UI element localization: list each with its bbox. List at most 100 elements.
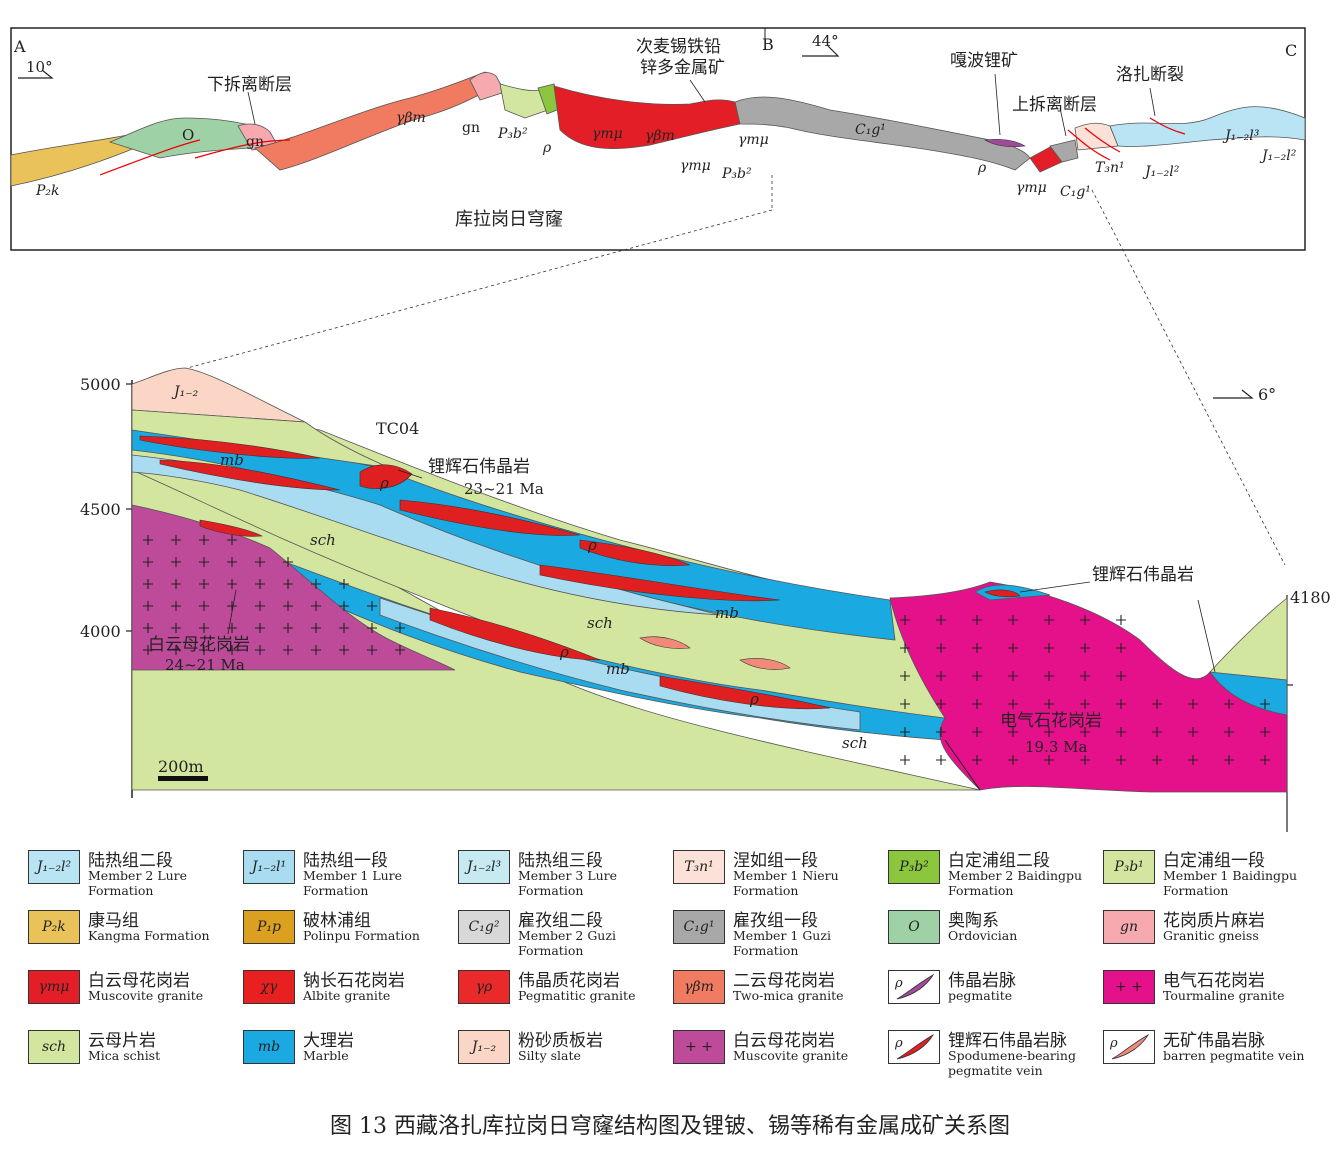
- legend-label-en: Kangma Formation: [88, 928, 210, 943]
- granite-plus-mark: [143, 623, 153, 633]
- granite-plus-mark: [395, 645, 405, 655]
- label-sch-3: sch: [842, 734, 868, 752]
- legend-item: J₁₋₂ 粉砂质板岩 Silty slate: [458, 1026, 673, 1084]
- mine-2-label: 嘎波锂矿: [950, 51, 1018, 71]
- unit-label-ymu2: γmμ: [680, 158, 711, 174]
- granite-plus-mark: [255, 623, 265, 633]
- upper-detachment-label: 上拆离断层: [1012, 95, 1097, 115]
- legend-label-cn: 雇孜组一段: [733, 911, 818, 931]
- granite-plus-mark: [283, 579, 293, 589]
- pegmatite-vein-2: [159, 459, 341, 491]
- label-spod-age-1: 23~21 Ma: [464, 480, 544, 498]
- legend-item: J₁₋₂l² 陆热组二段 Member 2 Lure Formation: [28, 846, 243, 904]
- upper-detachment-fault: [1067, 127, 1121, 161]
- legend-label-cn: 伟晶质花岗岩: [518, 971, 620, 991]
- unit-label-rho1: ρ: [542, 140, 552, 156]
- dome-name-label: 库拉岗日穹窿: [455, 209, 563, 230]
- legend-item: γρ 伟晶质花岗岩 Pegmatitic granite: [458, 966, 673, 1024]
- legend-swatch: ρ: [1103, 1030, 1155, 1064]
- legend-item: mb 大理岩 Marble: [243, 1026, 458, 1084]
- granite-plus-mark: [1116, 755, 1126, 765]
- legend-label-cn: 二云母花岗岩: [733, 971, 835, 991]
- granite-plus-mark: [171, 557, 181, 567]
- label-rho-2: ρ: [587, 536, 597, 554]
- unit-lure-top: [1109, 106, 1306, 147]
- granite-plus-mark: [199, 579, 209, 589]
- unit-label-gn1: gn: [246, 134, 264, 150]
- legend-label-en: pegmatite: [948, 988, 1013, 1003]
- granite-plus-mark: [255, 557, 265, 567]
- legend-swatch: P₁p: [243, 910, 295, 944]
- legend-label-cn: 雇孜组二段: [518, 911, 603, 931]
- legend-swatch: C₁g²: [458, 910, 510, 944]
- legend-item: P₃b² 白定浦组二段 Member 2 Baidingpu Formation: [888, 846, 1103, 904]
- legend-label-en: Tourmaline granite: [1163, 988, 1285, 1003]
- granite-plus-mark: [227, 623, 237, 633]
- label-a: A: [13, 37, 26, 56]
- label-musc-age: 24~21 Ma: [165, 656, 245, 674]
- legend-item: P₁p 破林浦组 Polinpu Formation: [243, 906, 458, 964]
- legend-swatch: + +: [673, 1030, 725, 1064]
- granite-plus-mark: [255, 579, 265, 589]
- granite-plus-mark: [936, 727, 946, 737]
- granite-plus-mark: [395, 623, 405, 633]
- granite-plus-mark: [1152, 727, 1162, 737]
- legend-label-cn: 陆热组一段: [303, 851, 388, 871]
- granite-plus-mark: [1224, 727, 1234, 737]
- label-j12: J₁₋₂: [171, 384, 199, 400]
- legend-label-en: Albite granite: [303, 988, 391, 1003]
- mine-1-line1: 次麦锡铁铅: [636, 37, 721, 57]
- granite-plus-mark: [1116, 699, 1126, 709]
- legend-swatch: T₃n¹: [673, 850, 725, 884]
- unit-label-t3n1: T₃n¹: [1095, 160, 1125, 176]
- legend-item: J₁₋₂l³ 陆热组三段 Member 3 Lure Formation: [458, 846, 673, 904]
- unit-marble-band-2: [131, 454, 721, 616]
- label-musc-granite: 白云母花岗岩: [148, 635, 250, 655]
- granite-plus-mark: [255, 601, 265, 611]
- label-rho-4: ρ: [749, 690, 759, 708]
- legend-item: gn 花岗质片麻岩 Granitic gneiss: [1103, 906, 1318, 964]
- legend-item: ρ 锂辉石伟晶岩脉 Spodumene-bearing pegmatite vein: [888, 1026, 1103, 1084]
- unit-label-p2k: P₂k: [35, 183, 60, 199]
- granite-plus-mark: [972, 755, 982, 765]
- legend-label-cn: 康马组: [88, 911, 139, 931]
- granite-plus-mark: [1224, 755, 1234, 765]
- svg-text:ρ: ρ: [894, 1036, 903, 1051]
- pointer-spod-2: [1019, 581, 1091, 593]
- granite-plus-mark: [199, 623, 209, 633]
- granite-plus-mark: [900, 727, 910, 737]
- pointer-mine-1: [689, 79, 706, 103]
- luozha-fault-label: 洛扎断裂: [1116, 65, 1184, 85]
- pointer-spod-1: [397, 469, 423, 479]
- pointer-gabo: [994, 73, 1001, 136]
- pegmatite-vein-top-right: [984, 589, 1021, 598]
- legend-label-cn: 白定浦组一段: [1163, 851, 1265, 871]
- granite-plus-mark: [1116, 643, 1126, 653]
- granite-plus-mark: [199, 557, 209, 567]
- legend-label-cn: 白云母花岗岩: [88, 971, 190, 991]
- barren-vein-3: [639, 636, 691, 649]
- granite-plus-mark: [1260, 699, 1270, 709]
- granite-plus-mark: [1008, 671, 1018, 681]
- granite-plus-mark: [311, 579, 321, 589]
- granite-plus-mark: [900, 699, 910, 709]
- granite-plus-mark: [283, 601, 293, 611]
- dip-arrow-right: [802, 45, 840, 57]
- granite-plus-mark: [171, 579, 181, 589]
- legend-swatch: O: [888, 910, 940, 944]
- legend-label-cn: 陆热组二段: [88, 851, 173, 871]
- granite-plus-mark: [936, 643, 946, 653]
- label-spod-1: 锂辉石伟晶岩: [428, 457, 530, 477]
- granite-plus-mark: [367, 645, 377, 655]
- granite-plus-mark: [311, 601, 321, 611]
- legend-swatch: P₃b¹: [1103, 850, 1155, 884]
- granite-plus-mark: [367, 623, 377, 633]
- legend-item: P₃b¹ 白定浦组一段 Member 1 Baidingpu Formation: [1103, 846, 1318, 904]
- granite-plus-mark: [171, 601, 181, 611]
- dip-left-label: 10°: [26, 58, 53, 76]
- granite-plus-mark: [1224, 699, 1234, 709]
- unit-silty-slate-top: [131, 367, 306, 423]
- granite-plus-mark: [339, 579, 349, 589]
- legend-item: χγ 钠长石花岗岩 Albite granite: [243, 966, 458, 1024]
- granite-plus-pattern: [143, 535, 1270, 765]
